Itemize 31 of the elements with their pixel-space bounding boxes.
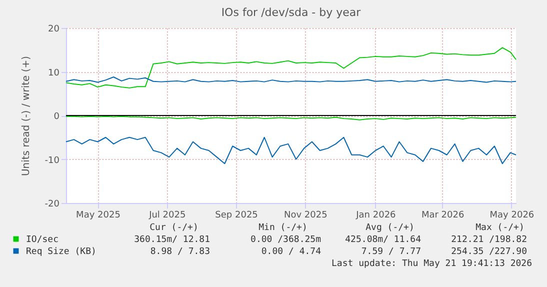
- x-tick-label: Sep 2025: [215, 210, 258, 220]
- text: 0.00 / 4.74: [261, 247, 321, 257]
- chart-title: IOs for /dev/sda - by year: [221, 6, 362, 19]
- text: Max (-/+): [476, 223, 524, 233]
- x-tick-label: Mar 2026: [421, 210, 464, 220]
- x-tick-label: Nov 2025: [284, 210, 328, 220]
- y-tick-label: -10: [44, 156, 60, 166]
- x-tick-label: May 2026: [490, 210, 534, 220]
- x-tick-label: May 2025: [76, 210, 120, 220]
- legend-label: Req Size (KB): [26, 247, 96, 257]
- line-series: [66, 47, 516, 88]
- y-tick-label: 20: [48, 24, 60, 34]
- text: 8.98 / 7.83: [150, 247, 210, 257]
- y-tick-label: 0: [54, 112, 60, 122]
- y-axis-title: Units read (-) / write (+): [20, 56, 32, 176]
- y-tick-label: 10: [48, 68, 60, 78]
- text: 360.15m/ 12.81: [134, 235, 210, 245]
- legend-label: IO/sec: [26, 235, 59, 245]
- text: Last update: Thu May 21 19:41:13 2026: [332, 259, 532, 269]
- text: 0.00 /368.25m: [250, 235, 321, 245]
- text: Avg (-/+): [366, 223, 414, 233]
- text: 7.59 / 7.77: [361, 247, 421, 257]
- text: 425.08m/ 11.64: [345, 235, 421, 245]
- x-tick-label: Jan 2026: [355, 210, 396, 220]
- y-tick-label: -20: [44, 200, 60, 210]
- text: 254.35 /227.90: [451, 247, 527, 257]
- text: 212.21 /198.82: [451, 235, 527, 245]
- x-tick-label: Jul 2025: [148, 210, 186, 220]
- line-series: [66, 136, 516, 164]
- text: Cur (-/+): [150, 223, 198, 233]
- text: Min (-/+): [258, 223, 308, 233]
